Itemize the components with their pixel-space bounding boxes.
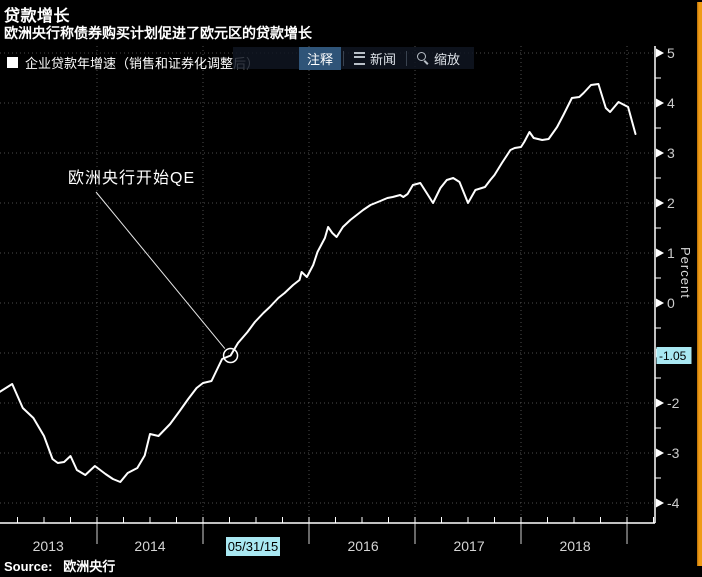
terminal-edge-bar (697, 2, 702, 566)
x-year-label: 2014 (134, 538, 165, 554)
chart-toolbar: 注释 新闻 缩放 (233, 46, 475, 70)
magnifier-icon (417, 52, 429, 64)
selected-value-text: -1.05 (659, 349, 687, 363)
toolbar-button-label: 新闻 (370, 51, 397, 67)
y-tick-label: -4 (667, 495, 680, 511)
page-title: 贷款增长 (4, 8, 71, 25)
source-prefix: Source: (4, 559, 53, 574)
legend-label: 企业贷款年增速（销售和证券化调整后） (25, 56, 260, 71)
y-tick-arrow (656, 448, 664, 458)
toolbar-button-annotate[interactable]: 注释 (299, 46, 342, 70)
y-tick-arrow (656, 48, 664, 58)
y-tick-label: 2 (667, 195, 675, 211)
y-tick-arrow (656, 298, 664, 308)
selected-date-text: 05/31/15 (228, 539, 279, 554)
x-year-label: 2013 (33, 538, 64, 554)
x-year-label: 2017 (453, 538, 484, 554)
toolbar-button-news[interactable]: 新闻 (346, 47, 404, 70)
y-tick-label: 1 (667, 245, 675, 261)
y-tick-label: 3 (667, 145, 675, 161)
y-tick-label: -2 (667, 395, 680, 411)
y-tick-label: 5 (667, 45, 675, 61)
toolbar-separator (406, 50, 408, 66)
selected-value-badge (656, 347, 692, 364)
y-tick-arrow (656, 148, 664, 158)
y-axis-title: Percent (678, 247, 693, 299)
toolbar-button-label: 注释 (307, 51, 334, 67)
source-name: 欧洲央行 (63, 559, 116, 574)
y-tick-label: 4 (667, 95, 675, 111)
toolbar-button-label: 缩放 (434, 51, 461, 67)
y-tick-arrow (656, 198, 664, 208)
toolbar-spacer (233, 58, 299, 59)
y-tick-arrow (656, 498, 664, 508)
y-tick-arrow (656, 98, 664, 108)
qe-annotation-text: 欧洲央行开始QE (68, 170, 196, 187)
legend-item-corporate-loans[interactable]: 企业贷款年增速（销售和证券化调整后） (7, 53, 259, 72)
y-tick-label: 0 (667, 295, 675, 311)
data-series-line (0, 83, 637, 483)
x-year-label: 2018 (559, 538, 590, 554)
qe-marker-circle (222, 347, 239, 364)
legend-swatch (7, 57, 18, 68)
page-subtitle: 欧洲央行称债券购买计划促进了欧元区的贷款增长 (4, 25, 312, 41)
y-tick-label: -3 (667, 445, 680, 461)
x-year-label: 2016 (347, 538, 378, 554)
y-tick-arrow (656, 398, 664, 408)
list-icon (354, 51, 366, 65)
annotation-callout-line (95, 191, 226, 349)
y-tick-arrow (656, 248, 664, 258)
selected-date-badge (226, 537, 280, 556)
toolbar-separator (343, 50, 345, 66)
source-line: Source: 欧洲央行 (4, 556, 115, 575)
toolbar-button-zoom[interactable]: 缩放 (409, 47, 468, 70)
